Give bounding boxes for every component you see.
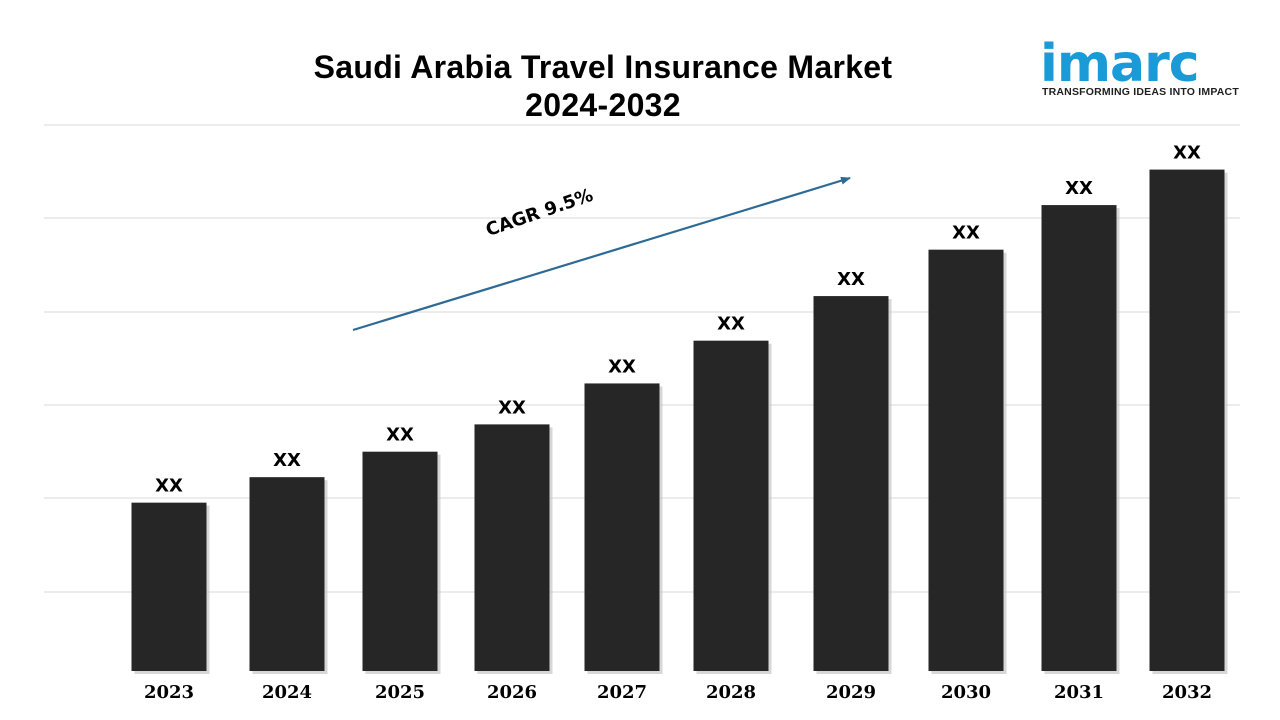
x-tick-label: 2029: [826, 682, 876, 703]
logo-wordmark: imarc: [1040, 34, 1200, 94]
chart-title-line2: 2024-2032: [525, 87, 681, 123]
bar-2028: [693, 340, 769, 671]
x-tick-label: 2031: [1054, 682, 1104, 703]
data-label: XX: [1173, 143, 1201, 164]
x-tick-label: 2030: [941, 682, 991, 703]
bar-2026: [474, 424, 550, 671]
x-tick-label: 2026: [487, 682, 537, 703]
x-tick-label: 2032: [1162, 682, 1212, 703]
x-tick-label: 2024: [262, 682, 312, 703]
imarc-logo: imarc TRANSFORMING IDEAS INTO IMPACT: [1040, 16, 1240, 106]
data-label: XX: [952, 223, 980, 244]
bar-2024: [249, 477, 325, 671]
bar-2032: [1149, 169, 1225, 671]
x-tick-label: 2025: [375, 682, 425, 703]
data-label: XX: [1065, 178, 1093, 199]
data-label: XX: [717, 314, 745, 335]
data-label: XX: [837, 269, 865, 290]
cagr-arrow-line: [352, 176, 851, 332]
bar-2025: [362, 451, 438, 671]
data-labels: XX XX XX XX XX XX XX XX XX XX: [155, 143, 1201, 497]
bar-2031: [1041, 205, 1117, 671]
chart-title: Saudi Arabia Travel Insurance Market 202…: [200, 48, 1006, 124]
bars: [131, 169, 1228, 675]
data-label: XX: [155, 476, 183, 497]
bar-2023: [131, 502, 207, 671]
cagr-arrow: [352, 176, 851, 332]
bar-2030: [928, 249, 1004, 672]
chart-title-line1: Saudi Arabia Travel Insurance Market: [313, 49, 893, 85]
bar-2027: [584, 383, 660, 671]
x-tick-label: 2028: [706, 682, 756, 703]
data-label: XX: [498, 397, 526, 418]
data-label: XX: [273, 450, 301, 471]
bar-2029: [813, 296, 889, 671]
data-label: XX: [608, 356, 636, 377]
logo-tagline: TRANSFORMING IDEAS INTO IMPACT: [1042, 86, 1239, 98]
x-tick-label: 2027: [597, 682, 647, 703]
x-axis-ticks: 2023 2024 2025 2026 2027 2028 2029 2030 2031 2032: [144, 682, 1212, 703]
data-label: XX: [386, 425, 414, 446]
x-tick-label: 2023: [144, 682, 194, 703]
